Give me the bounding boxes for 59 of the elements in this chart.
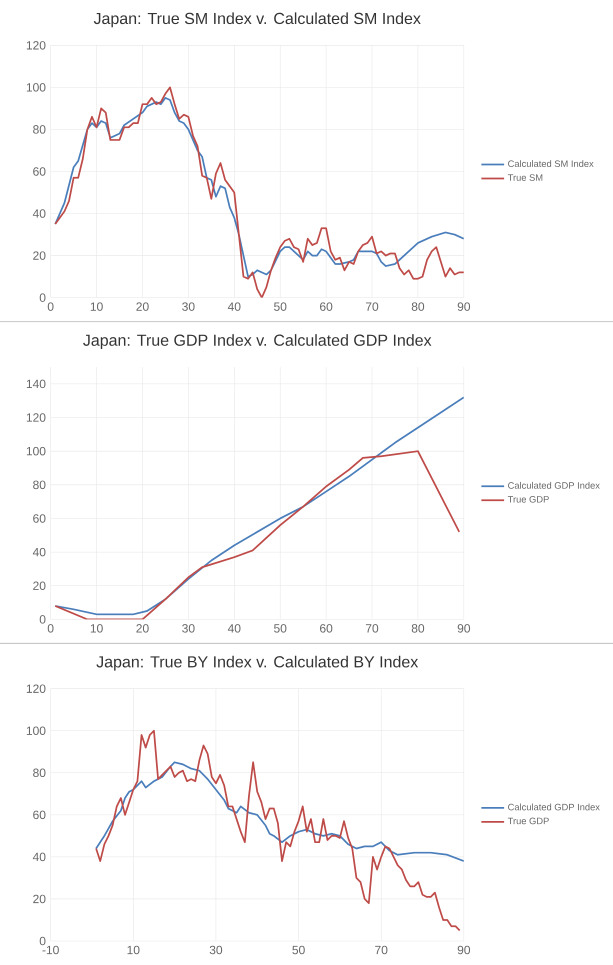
legend-label: True SM <box>508 174 542 181</box>
x-tick-label: 60 <box>320 302 332 311</box>
x-tick-label: 50 <box>274 624 286 633</box>
x-tick-label: 70 <box>375 946 388 954</box>
x-tick-label: 20 <box>136 624 149 633</box>
y-tick-label: 80 <box>33 480 46 490</box>
y-tick-label: 0 <box>40 293 46 302</box>
x-tick-label: 0 <box>48 302 54 311</box>
x-tick-label: 10 <box>127 946 140 954</box>
y-tick-label: 40 <box>32 852 46 862</box>
legend-label: Calculated GDP Index <box>508 482 600 489</box>
x-tick-label: 90 <box>458 624 470 633</box>
y-tick-label: 100 <box>26 83 46 92</box>
y-tick-label: 60 <box>33 810 46 820</box>
y-tick-label: 20 <box>33 894 46 904</box>
y-tick-label: 140 <box>26 380 46 388</box>
x-tick-label: 10 <box>90 624 103 633</box>
x-tick-label: 40 <box>228 624 240 633</box>
y-tick-label: 120 <box>26 41 46 50</box>
x-tick-label: 90 <box>458 302 470 311</box>
y-tick-label: 40 <box>32 209 46 218</box>
legend-label: Calculated SM Index <box>508 160 594 168</box>
y-tick-label: 60 <box>33 167 46 176</box>
y-tick-label: 0 <box>40 615 46 624</box>
x-tick-label: 70 <box>366 302 378 311</box>
y-tick-label: 40 <box>32 548 46 556</box>
y-tick-label: 80 <box>33 125 46 134</box>
x-tick-label: 30 <box>182 624 195 633</box>
x-tick-label: -10 <box>42 946 59 954</box>
line-series <box>54 450 460 620</box>
y-tick-label: 20 <box>33 251 46 260</box>
x-tick-label: 60 <box>320 624 332 633</box>
y-tick-label: 100 <box>26 726 46 735</box>
legend-label: True GDP <box>508 818 549 824</box>
chart-title: Japan: True GDP Index v. Calculated GDP Index <box>83 334 432 350</box>
x-tick-label: 70 <box>366 624 378 633</box>
y-tick-label: 100 <box>26 446 46 456</box>
x-tick-label: 90 <box>458 946 470 954</box>
x-tick-label: 0 <box>48 624 54 633</box>
x-tick-label: 30 <box>210 946 222 954</box>
x-tick-label: 20 <box>136 302 149 311</box>
x-tick-label: 40 <box>228 302 240 311</box>
y-tick-label: 0 <box>40 936 46 946</box>
y-tick-label: 80 <box>33 768 46 778</box>
x-tick-label: 10 <box>90 302 103 311</box>
x-tick-label: 80 <box>412 624 424 633</box>
y-tick-label: 120 <box>26 413 46 422</box>
chart-title: Japan: True BY Index v. Calculated BY Index <box>96 656 418 671</box>
legend-label: Calculated GDP Index <box>508 804 600 810</box>
chart-title: Japan: True SM Index v. Calculated SM Index <box>94 12 421 28</box>
x-tick-label: 50 <box>292 946 305 954</box>
legend-label: True GDP <box>508 496 549 503</box>
y-tick-label: 120 <box>26 684 46 693</box>
y-tick-label: 60 <box>33 514 46 523</box>
x-tick-label: 50 <box>274 302 286 311</box>
x-tick-label: 80 <box>412 302 424 311</box>
x-tick-label: 30 <box>182 302 195 311</box>
line-series <box>95 730 461 932</box>
y-tick-label: 20 <box>33 581 46 590</box>
